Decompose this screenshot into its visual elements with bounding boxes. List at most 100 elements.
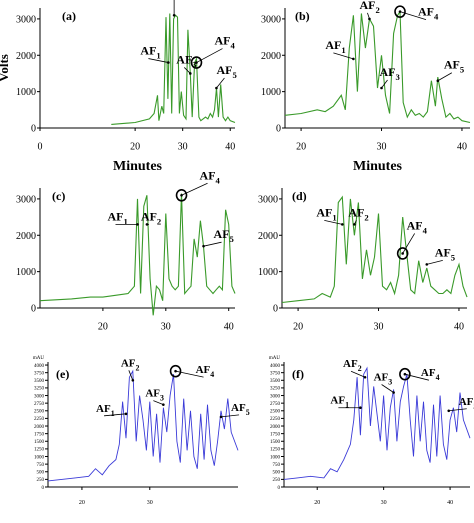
y-axis-title: Volts	[0, 54, 11, 82]
y-tick-label: 0	[276, 124, 281, 135]
peak-marker	[392, 391, 395, 394]
x-tick-label: 30	[381, 500, 387, 506]
y-tick-label: 2500	[270, 410, 281, 415]
x-tick-label: 20	[130, 141, 140, 152]
y-tick-label: 3250	[34, 387, 45, 392]
y-tick-label: 1500	[34, 440, 45, 445]
peak-label-af4: AF4	[407, 218, 428, 235]
peak-arrow	[381, 79, 388, 89]
circled-peak	[399, 367, 411, 381]
peak-arrow	[103, 413, 127, 417]
x-tick-label: 30	[377, 141, 387, 152]
chromatogram-panel-b: 0 1000 2000 3000 20 30 40 (b) AF1 AF2 AF3 AF4 AF5 Min…	[261, 0, 471, 174]
peak-arrow	[184, 67, 191, 74]
y-tick-label: 2250	[270, 417, 281, 422]
y-tick-label: 3000	[16, 194, 36, 205]
x-tick-label: 0	[38, 141, 43, 152]
peak-arrow	[220, 414, 240, 418]
y-tick-label: 3000	[270, 394, 281, 399]
peak-marker	[136, 223, 139, 226]
circled-peak	[169, 364, 182, 378]
peak-label-af3: AF3	[380, 65, 401, 82]
peak-label-af1: AF1	[325, 38, 345, 55]
peak-marker	[131, 378, 135, 382]
peak-label-af1: AF1	[96, 403, 115, 418]
peak-marker	[162, 403, 165, 406]
peak-marker	[398, 10, 402, 13]
y-tick-label: 1000	[270, 455, 281, 460]
peak-label-af5: AF5	[216, 63, 236, 80]
y-tick-label: 3750	[34, 371, 45, 376]
y-tick-label: 1000	[258, 267, 278, 278]
circled-peak	[190, 56, 203, 69]
peak-label-af4: AF4	[200, 168, 221, 185]
y-tick-label: 1250	[34, 448, 45, 453]
peak-marker	[145, 223, 149, 226]
y-tick-label: 3000	[258, 194, 278, 205]
y-tick-label: 3000	[34, 394, 45, 399]
peak-label-af3: AF3	[374, 371, 393, 386]
y-tick-label: 250	[273, 478, 281, 483]
panel-label: (b)	[295, 9, 310, 23]
y-unit-label: mAU	[269, 356, 281, 361]
chromatogram-panel-e: 0 250 500 750 1000 1250 1500 1750 2000 2250 2500 27…	[33, 356, 250, 506]
x-tick-label: 40	[457, 141, 467, 152]
peak-marker	[180, 193, 183, 197]
peak-arrow	[153, 400, 164, 406]
y-tick-label: 750	[37, 463, 45, 468]
peak-arrow	[448, 408, 467, 412]
peak-arrow	[333, 52, 354, 60]
y-tick-label: 1000	[16, 267, 36, 278]
peak-marker	[403, 372, 407, 376]
y-tick-label: 2000	[261, 51, 281, 62]
y-tick-label: 2750	[34, 402, 45, 407]
x-tick-label: 40	[225, 141, 235, 152]
peak-label-af3: AF3	[145, 388, 164, 403]
y-tick-label: 2000	[270, 425, 281, 430]
y-tick-label: 2250	[34, 417, 45, 422]
peak-marker	[215, 86, 218, 90]
peak-label-af2: AF2	[359, 0, 379, 15]
y-tick-label: 3750	[270, 371, 281, 376]
x-tick-label: 30	[178, 141, 188, 152]
x-tick-label: 20	[98, 321, 108, 332]
y-tick-label: 1250	[270, 448, 281, 453]
peak-label-af2: AF2	[141, 209, 161, 226]
peak-arrow	[381, 384, 394, 393]
y-tick-label: 1500	[270, 440, 281, 445]
series-line	[39, 193, 236, 316]
x-tick-label: 20	[79, 500, 85, 506]
panel-label: (d)	[292, 189, 307, 203]
y-tick-label: 0	[42, 486, 45, 491]
series-line	[283, 366, 471, 480]
circled-peak	[175, 188, 188, 202]
chromatogram-panel-f: 0 250 500 750 1000 1250 1500 1750 2000 2250 2500 27…	[269, 356, 474, 506]
chromatogram-panel-a: 01000200030000203040(a)AF1AF2AF3AF4AF5Mi…	[0, 0, 237, 174]
y-tick-label: 0	[31, 304, 36, 315]
y-tick-label: 0	[278, 486, 281, 491]
y-tick-label: 500	[273, 471, 281, 476]
series-line	[111, 13, 236, 125]
y-tick-label: 1750	[34, 432, 45, 437]
peak-label-af5: AF5	[231, 402, 250, 417]
x-axis-title: Minutes	[353, 159, 403, 174]
panel-label: (a)	[62, 9, 76, 23]
panel-label: (f)	[292, 367, 304, 381]
y-tick-label: 1000	[34, 455, 45, 460]
y-unit-label: mAU	[33, 356, 45, 361]
y-tick-label: 0	[31, 124, 36, 135]
peak-marker	[202, 244, 205, 248]
x-tick-label: 20	[296, 141, 306, 152]
peak-label-af5: AF5	[435, 245, 455, 262]
y-tick-label: 4000	[270, 364, 281, 369]
peak-arrow	[216, 77, 225, 89]
chromatogram-panel-c: 0 1000 2000 3000 20 30 40 (c) AF1 AF2 AF4 AF5	[16, 168, 236, 332]
y-tick-label: 3500	[270, 379, 281, 384]
x-tick-label: 40	[447, 500, 453, 506]
peak-marker	[353, 223, 356, 226]
peak-marker	[167, 61, 170, 64]
y-tick-label: 750	[273, 463, 281, 468]
series-line	[281, 195, 468, 304]
peak-marker	[352, 57, 355, 61]
